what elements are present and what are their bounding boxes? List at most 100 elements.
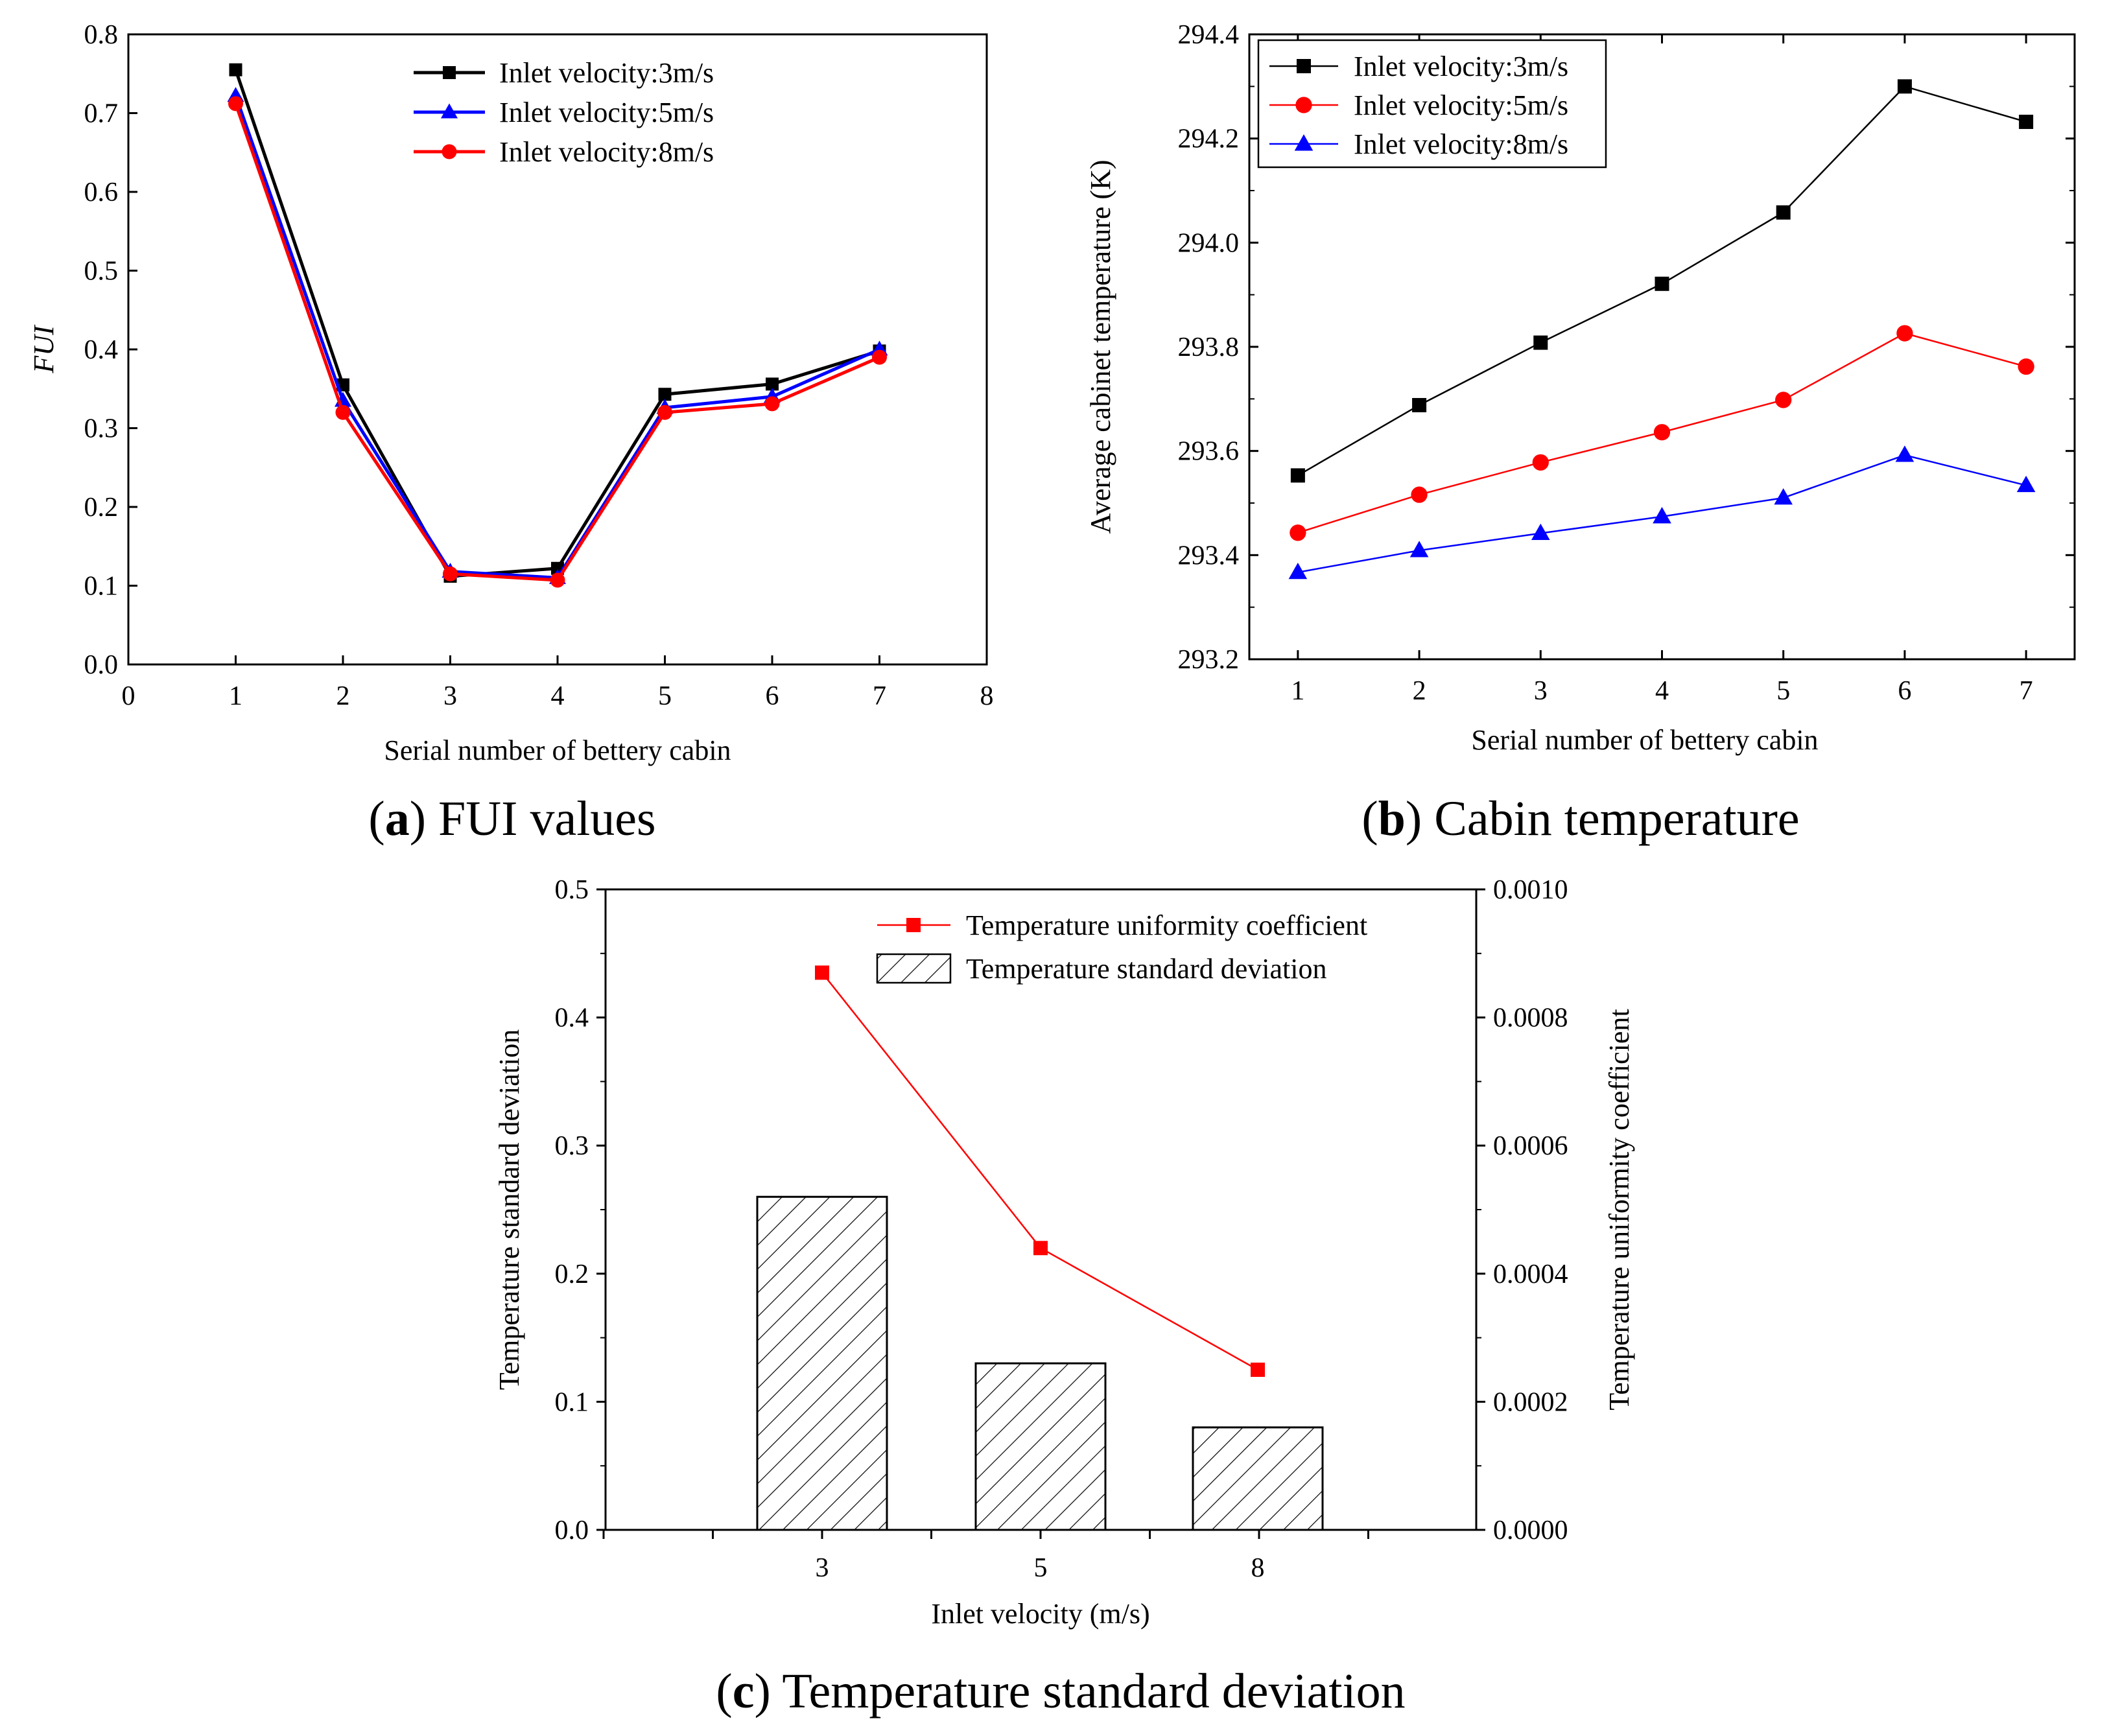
chart-c: 3 5 8 0.0 0.1 0.2 0.3 0.4 0.5 0.0000 0.0002 0.0004 0… — [493, 875, 1635, 1630]
b-legend-marker — [1295, 97, 1312, 113]
b-y-tick-label: 293.6 — [1178, 437, 1240, 467]
a-series-0-point — [229, 63, 242, 76]
b-x-tick-label: 3 — [1534, 676, 1548, 706]
chart-b: 1 2 3 4 5 6 7 293.2 293.4 293.6 293.8 294.0 294.2 294… — [1085, 20, 2076, 756]
c-y-tick-label: 0.2 — [555, 1260, 589, 1289]
caption-c-text: Temperature standard deviation — [782, 1664, 1405, 1718]
b-series-1-point — [1290, 524, 1306, 541]
caption-b-letter: b — [1378, 792, 1406, 846]
a-x-tick-label: 1 — [229, 681, 242, 711]
a-x-tick-label: 8 — [980, 681, 994, 711]
a-legend-label: Inlet velocity:3m/s — [499, 57, 714, 89]
a-series-2-point — [550, 572, 565, 588]
a-series-2-point — [764, 396, 780, 412]
b-series-1-point — [1411, 486, 1428, 503]
c-y2-tick-label: 0.0006 — [1493, 1131, 1568, 1161]
c-y2-tick-label: 0.0008 — [1493, 1003, 1568, 1033]
b-series-0-point — [2019, 114, 2034, 129]
a-series-0-point — [658, 388, 672, 401]
c-y2-tick-label: 0.0004 — [1493, 1260, 1568, 1289]
b-x-tick-label: 4 — [1655, 676, 1669, 706]
b-series-0-point — [1776, 205, 1791, 220]
caption-a-text: FUI values — [438, 792, 656, 846]
series-group-c — [815, 965, 1265, 1377]
b-legend-label: Inlet velocity:3m/s — [1354, 51, 1568, 82]
c-bar — [974, 1362, 1107, 1531]
a-legend-label: Inlet velocity:8m/s — [499, 136, 714, 168]
b-series-2-point — [1409, 541, 1429, 557]
a-y-tick-label: 0.7 — [84, 99, 119, 129]
b-series-2-point — [2016, 475, 2036, 493]
b-legend-marker — [1294, 134, 1314, 151]
c-x-tick-label: 5 — [1034, 1553, 1048, 1583]
c-x-tick-label: 3 — [816, 1553, 829, 1583]
b-legend-label: Inlet velocity:8m/s — [1354, 128, 1568, 160]
a-x-tick-label: 5 — [658, 681, 672, 711]
c-y-tick-label: 0.4 — [555, 1003, 589, 1033]
a-x-tick-label: 4 — [551, 681, 565, 711]
b-x-tick-label: 5 — [1776, 676, 1790, 706]
a-series-0-point — [766, 377, 779, 391]
c-y-tick-label: 0.0 — [555, 1516, 589, 1545]
b-series-1-point — [1775, 392, 1792, 408]
a-y-tick-label: 0.6 — [84, 178, 119, 207]
legend-b: Inlet velocity:3m/s Inlet velocity:5m/s In… — [1269, 51, 1568, 160]
a-series-2-point — [228, 96, 243, 111]
c-line-point — [1033, 1241, 1048, 1256]
y2-axis-label-c: Temperature uniformity coefficient — [1603, 1009, 1635, 1410]
b-legend-marker — [1297, 59, 1311, 73]
x-axis-label-b: Serial number of bettery cabin — [1471, 724, 1818, 756]
a-x-tick-label: 3 — [443, 681, 457, 711]
y-axis-label-a: FUI — [28, 324, 60, 374]
c-legend-label: Temperature standard deviation — [966, 953, 1326, 985]
b-series-0-point — [1897, 79, 1912, 94]
b-series-1-point — [2018, 358, 2034, 375]
c-y-tick-label: 0.1 — [555, 1387, 589, 1417]
c-line-point — [815, 965, 829, 980]
axes-a: 0 1 2 3 4 5 6 7 8 0.0 0.1 0.2 0.3 0.4 0.5 0.6 0.7 0.8 — [84, 20, 994, 711]
a-series-2-point — [335, 405, 351, 420]
b-series-0-point — [1655, 276, 1669, 291]
b-series-1-point — [1653, 424, 1671, 441]
a-x-tick-label: 2 — [336, 681, 350, 711]
chart-a: 0 1 2 3 4 5 6 7 8 0.0 0.1 0.2 0.3 0.4 0.5 0.6 0.7 0.8 Ser… — [28, 20, 994, 766]
a-legend-marker — [443, 66, 456, 79]
b-y-tick-label: 293.8 — [1178, 333, 1240, 362]
caption-b: (b) Cabin temperature — [1361, 792, 1799, 846]
b-x-tick-label: 6 — [1898, 676, 1911, 706]
a-legend-marker — [441, 103, 458, 119]
b-series-2-point — [1774, 488, 1793, 505]
legend-c: Temperature uniformity coefficient Temper… — [876, 909, 1367, 985]
b-series-0-point — [1533, 335, 1548, 350]
b-x-tick-label: 7 — [2020, 676, 2033, 706]
caption-c-letter: c — [733, 1664, 755, 1718]
a-legend-marker — [442, 144, 457, 159]
a-y-tick-label: 0.5 — [84, 257, 119, 287]
a-x-tick-label: 6 — [766, 681, 779, 711]
series-group-b — [1288, 79, 2036, 580]
c-legend-label: Temperature uniformity coefficient — [966, 909, 1367, 941]
axes-b: 1 2 3 4 5 6 7 293.2 293.4 293.6 293.8 294.0 294.2 294… — [1178, 20, 2075, 706]
b-series-2-point — [1895, 445, 1915, 462]
y-axis-label-c: Temperature standard deviation — [493, 1029, 525, 1390]
c-legend-swatch — [876, 953, 952, 984]
a-series-2-line — [234, 103, 880, 582]
a-x-tick-label: 7 — [873, 681, 886, 711]
x-axis-label-c: Inlet velocity (m/s) — [931, 1598, 1149, 1630]
a-y-tick-label: 0.2 — [84, 493, 119, 522]
b-y-tick-label: 293.2 — [1178, 645, 1240, 675]
c-y-tick-label: 0.3 — [555, 1131, 589, 1161]
a-y-tick-label: 0.3 — [84, 414, 119, 444]
a-y-tick-label: 0.0 — [84, 650, 119, 680]
b-series-0-point — [1290, 468, 1305, 483]
b-series-0-point — [1412, 397, 1427, 412]
b-series-2-point — [1531, 523, 1550, 541]
c-x-tick-label: 8 — [1251, 1553, 1265, 1583]
a-series-1-line — [234, 95, 880, 580]
b-x-tick-label: 1 — [1291, 676, 1304, 706]
axes-c: 3 5 8 0.0 0.1 0.2 0.3 0.4 0.5 0.0000 0.0002 0.0004 0… — [555, 875, 1568, 1583]
caption-c: (c) Temperature standard deviation — [716, 1664, 1405, 1718]
c-bar — [756, 1195, 888, 1531]
b-series-2-point — [1653, 507, 1671, 524]
